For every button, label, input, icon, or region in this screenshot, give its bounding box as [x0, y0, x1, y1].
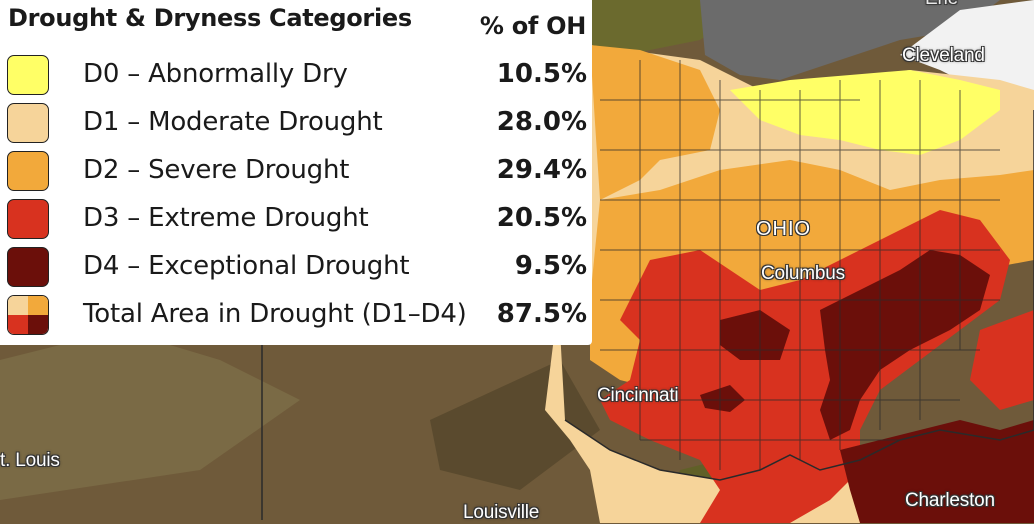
- legend-label: D3 – Extreme Drought: [83, 203, 369, 233]
- swatch-total: [7, 295, 49, 335]
- swatch-d3: [7, 199, 49, 239]
- legend-value: 10.5%: [496, 59, 587, 89]
- legend-row-d3: D3 – Extreme Drought 20.5%: [0, 197, 592, 241]
- legend-label: Total Area in Drought (D1–D4): [83, 299, 467, 329]
- drought-d0-region: [730, 70, 1000, 155]
- legend-row-d2: D2 – Severe Drought 29.4%: [0, 149, 592, 193]
- drought-d4-region: [720, 310, 790, 360]
- lake-erie: [700, 0, 1000, 80]
- olive-region: [0, 330, 300, 500]
- drought-legend: Drought & Dryness Categories % of OH D0 …: [0, 0, 592, 345]
- legend-value: 9.5%: [514, 251, 587, 281]
- swatch-d2: [7, 151, 49, 191]
- city-label-st-louis: t. Louis: [0, 450, 60, 471]
- city-label-cincinnati: Cincinnati: [597, 385, 679, 406]
- drought-d1-region: [545, 45, 1034, 523]
- drought-d2-region: [590, 45, 720, 200]
- legend-value: 29.4%: [496, 155, 587, 185]
- legend-value: 20.5%: [496, 203, 587, 233]
- legend-title: Drought & Dryness Categories: [8, 4, 412, 32]
- city-label-columbus: Columbus: [761, 263, 845, 284]
- city-label-erie: Erie: [925, 0, 958, 10]
- city-label-louisville: Louisville: [463, 502, 540, 523]
- city-label-charleston: Charleston: [905, 490, 995, 511]
- legend-label: D1 – Moderate Drought: [83, 107, 383, 137]
- county-borders: [600, 60, 1000, 470]
- legend-column-header: % of OH: [479, 12, 586, 40]
- legend-label: D0 – Abnormally Dry: [83, 59, 348, 89]
- swatch-d0: [7, 55, 49, 95]
- swatch-d4: [7, 247, 49, 287]
- legend-row-d0: D0 – Abnormally Dry 10.5%: [0, 53, 592, 97]
- legend-value: 28.0%: [496, 107, 587, 137]
- drought-d3-region: [970, 310, 1034, 410]
- legend-row-d4: D4 – Exceptional Drought 9.5%: [0, 245, 592, 289]
- city-label-cleveland: Cleveland: [902, 45, 985, 66]
- swatch-d1: [7, 103, 49, 143]
- drought-d4-region: [820, 250, 990, 440]
- legend-row-d1: D1 – Moderate Drought 28.0%: [0, 101, 592, 145]
- legend-label: D2 – Severe Drought: [83, 155, 350, 185]
- legend-label: D4 – Exceptional Drought: [83, 251, 410, 281]
- drought-d4-region: [700, 385, 745, 412]
- state-label-ohio: OHIO: [756, 218, 812, 240]
- legend-value: 87.5%: [496, 299, 587, 329]
- legend-row-total: Total Area in Drought (D1–D4) 87.5%: [0, 293, 592, 337]
